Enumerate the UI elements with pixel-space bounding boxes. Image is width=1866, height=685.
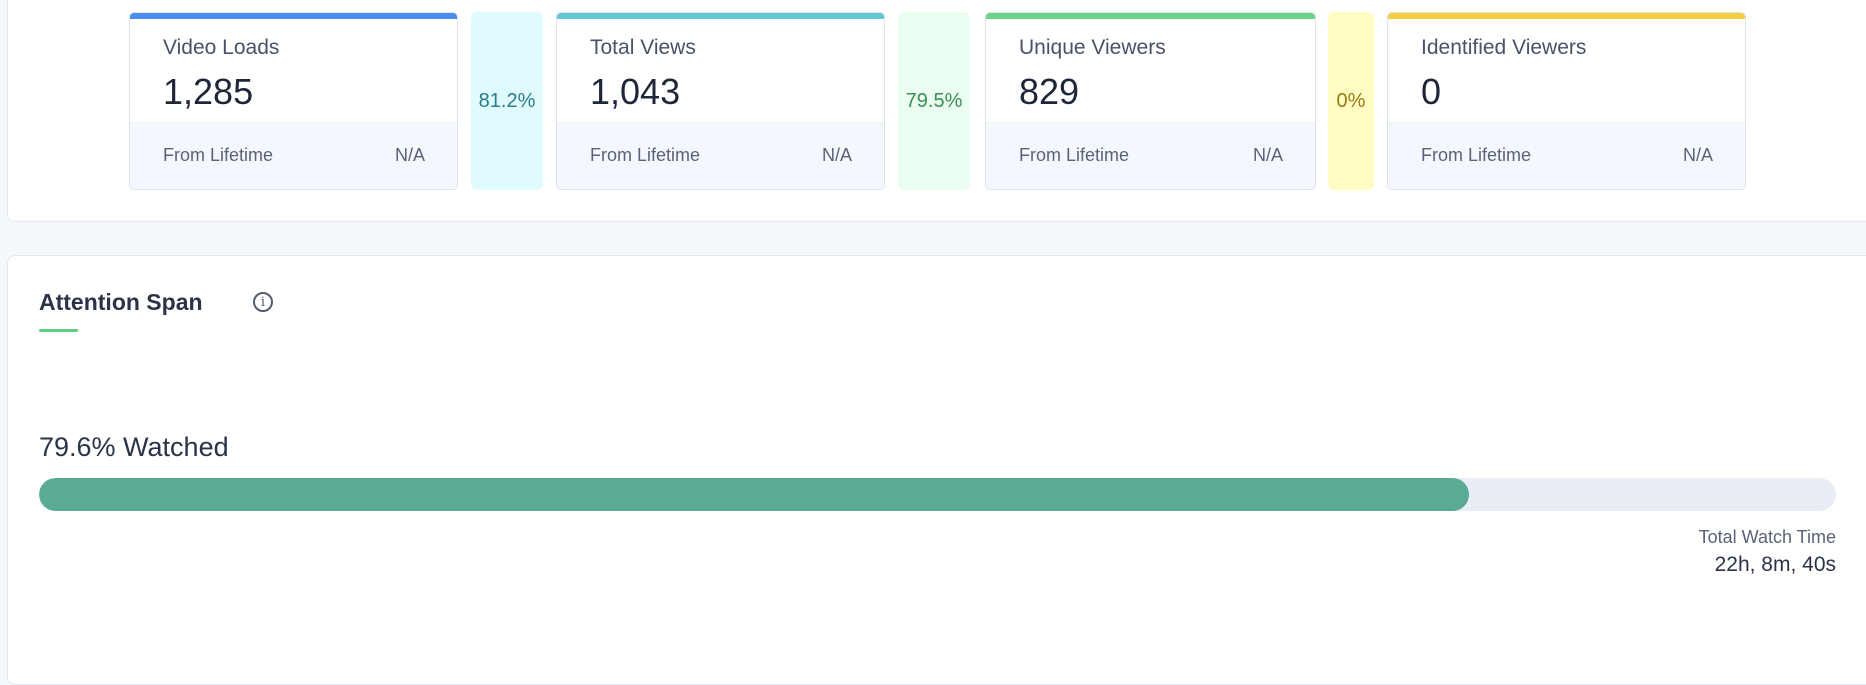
stat-value: 1,043 bbox=[590, 71, 681, 112]
conversion-rate-value: 0% bbox=[1336, 89, 1366, 112]
conversion-rate-loads-to-views: 81.2% bbox=[471, 12, 543, 190]
card-accent bbox=[130, 13, 457, 19]
stat-footer: From Lifetime N/A bbox=[130, 122, 457, 189]
card-accent bbox=[986, 13, 1315, 19]
stat-value: 829 bbox=[1019, 71, 1080, 112]
total-watch-time-label: Total Watch Time bbox=[1698, 527, 1836, 547]
stat-card-total-views[interactable]: Total Views 1,043 From Lifetime N/A bbox=[556, 12, 885, 190]
watched-percentage-label: 79.6% Watched bbox=[39, 432, 229, 462]
stat-footer-label: From Lifetime bbox=[1421, 145, 1532, 165]
conversion-rate-unique-to-identified: 0% bbox=[1328, 12, 1374, 190]
stat-footer-label: From Lifetime bbox=[590, 145, 701, 165]
stat-value: 0 bbox=[1421, 71, 1442, 112]
attention-span-tab[interactable]: Attention Span bbox=[39, 289, 203, 315]
conversion-rate-value: 81.2% bbox=[478, 89, 536, 112]
card-accent bbox=[1388, 13, 1745, 19]
stat-footer-value: N/A bbox=[821, 145, 852, 165]
stat-title: Unique Viewers bbox=[1019, 36, 1166, 59]
stat-card-video-loads[interactable]: Video Loads 1,285 From Lifetime N/A bbox=[129, 12, 458, 190]
attention-span-panel bbox=[7, 255, 1866, 685]
stat-title: Total Views bbox=[590, 36, 696, 59]
watched-progress-bar bbox=[39, 478, 1836, 511]
total-watch-time-value: 22h, 8m, 40s bbox=[1714, 553, 1836, 576]
stat-footer-label: From Lifetime bbox=[163, 145, 274, 165]
stat-footer-label: From Lifetime bbox=[1019, 145, 1130, 165]
stat-title: Video Loads bbox=[163, 36, 280, 59]
stat-footer-value: N/A bbox=[1682, 145, 1713, 165]
stat-footer-value: N/A bbox=[394, 145, 425, 165]
stat-footer: From Lifetime N/A bbox=[1388, 122, 1745, 189]
watched-progress-fill bbox=[39, 478, 1470, 511]
active-tab-underline bbox=[39, 329, 78, 332]
info-icon[interactable]: i bbox=[253, 292, 273, 312]
stat-title: Identified Viewers bbox=[1421, 36, 1587, 59]
stat-footer: From Lifetime N/A bbox=[557, 122, 884, 189]
stat-footer-value: N/A bbox=[1252, 145, 1283, 165]
stat-value: 1,285 bbox=[163, 71, 254, 112]
stat-card-unique-viewers[interactable]: Unique Viewers 829 From Lifetime N/A bbox=[985, 12, 1316, 190]
conversion-rate-views-to-unique: 79.5% bbox=[898, 12, 970, 190]
stat-card-identified-viewers[interactable]: Identified Viewers 0 From Lifetime N/A bbox=[1387, 12, 1746, 190]
stat-footer: From Lifetime N/A bbox=[986, 122, 1315, 189]
card-accent bbox=[557, 13, 884, 19]
conversion-rate-value: 79.5% bbox=[905, 89, 963, 112]
